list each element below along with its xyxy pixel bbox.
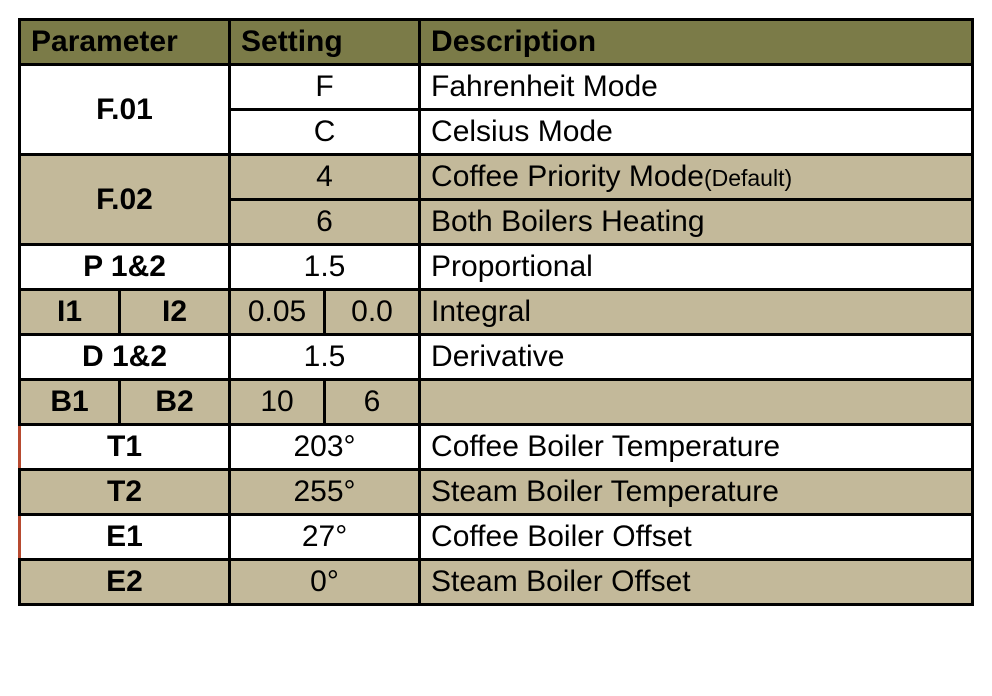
desc-t2: Steam Boiler Temperature [420, 470, 973, 515]
param-f01: F.01 [20, 65, 230, 155]
setting-f01-b: C [230, 110, 420, 155]
setting-e1: 27° [230, 515, 420, 560]
param-e1: E1 [20, 515, 230, 560]
setting-d: 1.5 [230, 335, 420, 380]
desc-f02-a-main: Coffee Priority Mode [431, 160, 704, 193]
desc-e2: Steam Boiler Offset [420, 560, 973, 605]
parameter-table: Parameter Setting Description F.01 F Fah… [18, 18, 974, 606]
row-t2: T2 255° Steam Boiler Temperature [20, 470, 973, 515]
setting-e2: 0° [230, 560, 420, 605]
desc-t1: Coffee Boiler Temperature [420, 425, 973, 470]
desc-f02-a: Coffee Priority Mode(Default) [420, 155, 973, 200]
row-b: B1 B2 10 6 [20, 380, 973, 425]
setting-p: 1.5 [230, 245, 420, 290]
desc-b [420, 380, 973, 425]
setting-t1: 203° [230, 425, 420, 470]
desc-f02-b: Both Boilers Heating [420, 200, 973, 245]
setting-f02-a: 4 [230, 155, 420, 200]
row-e2: E2 0° Steam Boiler Offset [20, 560, 973, 605]
param-t1: T1 [20, 425, 230, 470]
desc-e1: Coffee Boiler Offset [420, 515, 973, 560]
row-p: P 1&2 1.5 Proportional [20, 245, 973, 290]
param-b1: B1 [20, 380, 120, 425]
setting-i2: 0.0 [325, 290, 420, 335]
setting-i1: 0.05 [230, 290, 325, 335]
param-d: D 1&2 [20, 335, 230, 380]
param-p: P 1&2 [20, 245, 230, 290]
desc-f02-a-suffix: (Default) [704, 165, 792, 191]
table-header-row: Parameter Setting Description [20, 20, 973, 65]
parameter-table-frame: Parameter Setting Description F.01 F Fah… [0, 0, 992, 696]
param-i2: I2 [120, 290, 230, 335]
row-f02-a: F.02 4 Coffee Priority Mode(Default) [20, 155, 973, 200]
setting-f02-b: 6 [230, 200, 420, 245]
param-e2: E2 [20, 560, 230, 605]
param-t2: T2 [20, 470, 230, 515]
desc-f01-b: Celsius Mode [420, 110, 973, 155]
desc-i: Integral [420, 290, 973, 335]
col-header-parameter: Parameter [20, 20, 230, 65]
row-i: I1 I2 0.05 0.0 Integral [20, 290, 973, 335]
col-header-setting: Setting [230, 20, 420, 65]
desc-p: Proportional [420, 245, 973, 290]
param-b2: B2 [120, 380, 230, 425]
col-header-description: Description [420, 20, 973, 65]
row-f01-a: F.01 F Fahrenheit Mode [20, 65, 973, 110]
param-f02: F.02 [20, 155, 230, 245]
setting-f01-a: F [230, 65, 420, 110]
setting-t2: 255° [230, 470, 420, 515]
desc-d: Derivative [420, 335, 973, 380]
param-i1: I1 [20, 290, 120, 335]
row-d: D 1&2 1.5 Derivative [20, 335, 973, 380]
row-e1: E1 27° Coffee Boiler Offset [20, 515, 973, 560]
setting-b2: 6 [325, 380, 420, 425]
desc-f01-a: Fahrenheit Mode [420, 65, 973, 110]
row-t1: T1 203° Coffee Boiler Temperature [20, 425, 973, 470]
setting-b1: 10 [230, 380, 325, 425]
